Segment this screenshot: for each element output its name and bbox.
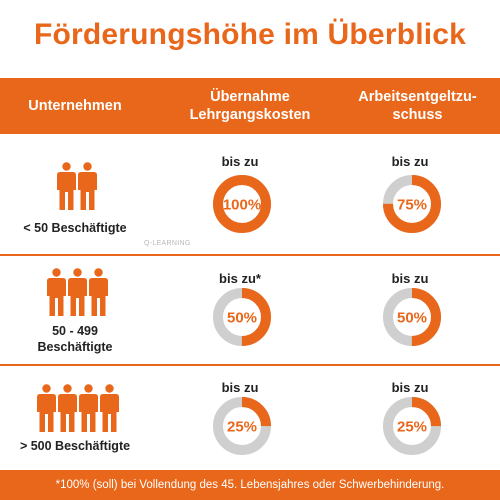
donut-label: 25% <box>397 419 427 436</box>
person-icon <box>58 384 77 432</box>
donut-label: 50% <box>397 310 427 327</box>
person-head <box>42 384 51 393</box>
donut-fill <box>213 397 271 455</box>
header-company-label: Unternehmen <box>28 98 122 114</box>
wage-upto-label: bis zu <box>391 380 429 395</box>
person-body <box>37 394 56 432</box>
donut-fill <box>213 175 271 233</box>
watermark: Q-LEARNING <box>144 240 191 247</box>
header-wage-line2: schuss <box>392 107 443 123</box>
person-body <box>68 278 87 316</box>
wage-upto-label: bis zu <box>391 271 429 286</box>
donut-label: 75% <box>397 197 427 214</box>
person-body <box>58 394 77 432</box>
page-title: Förderungshöhe im Überblick <box>33 18 467 51</box>
person-body <box>78 172 97 210</box>
course-donut: 100% <box>212 174 272 234</box>
donut-fill <box>383 397 441 455</box>
table-header: Unternehmen Übernahme Lehrgangskosten Ar… <box>0 78 500 134</box>
wage-upto-label: bis zu <box>391 154 429 169</box>
donut-chart: 50% <box>383 288 441 346</box>
person-head <box>94 268 103 277</box>
course-donut: 25% <box>212 396 272 456</box>
person-icon <box>89 268 108 316</box>
donut-chart: 75% <box>383 175 441 233</box>
person-head <box>73 268 82 277</box>
company-size-label: < 50 Beschäftigte <box>23 221 127 235</box>
company-size-label: 50 - 499 Beschäftigte <box>37 324 113 354</box>
footnote-text: *100% (soll) bei Vollendung des 45. Lebe… <box>55 479 445 491</box>
footnote: *100% (soll) bei Vollendung des 45. Lebe… <box>0 470 500 500</box>
person-body <box>89 278 108 316</box>
person-icon <box>79 384 98 432</box>
table-row: > 500 Beschäftigte bis zu 25% bis zu 25% <box>0 366 500 470</box>
header-course-line2: Lehrgangskosten <box>189 107 311 123</box>
row-divider <box>0 254 500 256</box>
person-icon <box>37 384 56 432</box>
person-head <box>84 384 93 393</box>
donut-fill <box>213 288 271 346</box>
donut-chart: 50% <box>213 288 271 346</box>
person-icon <box>68 268 87 316</box>
person-body <box>100 394 119 432</box>
person-head <box>105 384 114 393</box>
person-head <box>83 162 92 171</box>
person-icon <box>47 268 66 316</box>
employee-icons <box>47 268 108 316</box>
course-upto-label: bis zu* <box>219 271 261 286</box>
donut-chart: 25% <box>383 397 441 455</box>
donut-fill <box>383 288 441 346</box>
table-row: < 50 Beschäftigte bis zu 100% bis zu 75% <box>0 134 500 254</box>
donut-label: 50% <box>227 310 257 327</box>
person-icon <box>57 162 76 210</box>
header-course-line1: Übernahme <box>210 89 290 105</box>
wage-donut: 50% <box>382 287 442 347</box>
course-donut: 50% <box>212 287 272 347</box>
person-head <box>63 384 72 393</box>
donut-label: 25% <box>227 419 257 436</box>
donut-fill <box>383 175 441 233</box>
donut-label: 100% <box>223 197 261 214</box>
donut-chart: 25% <box>213 397 271 455</box>
person-icon <box>78 162 97 210</box>
header-company: Unternehmen <box>0 78 150 134</box>
person-head <box>62 162 71 171</box>
company-size-label: > 500 Beschäftigte <box>19 439 131 453</box>
wage-donut: 25% <box>382 396 442 456</box>
row-divider <box>0 364 500 366</box>
course-upto-label: bis zu <box>221 380 259 395</box>
header-course-costs: Übernahme Lehrgangskosten <box>170 78 330 134</box>
header-wage-subsidy: Arbeitsentgeltzu- schuss <box>335 78 500 134</box>
employee-icons <box>57 162 97 210</box>
employee-icons <box>37 384 119 432</box>
table-row: 50 - 499 Beschäftigte bis zu* 50% bis zu… <box>0 255 500 365</box>
header-wage-line1: Arbeitsentgeltzu- <box>358 89 477 105</box>
person-body <box>47 278 66 316</box>
wage-donut: 75% <box>382 174 442 234</box>
person-head <box>52 268 61 277</box>
person-body <box>57 172 76 210</box>
donut-chart: 100% <box>213 175 271 233</box>
course-upto-label: bis zu <box>221 154 259 169</box>
person-icon <box>100 384 119 432</box>
person-body <box>79 394 98 432</box>
